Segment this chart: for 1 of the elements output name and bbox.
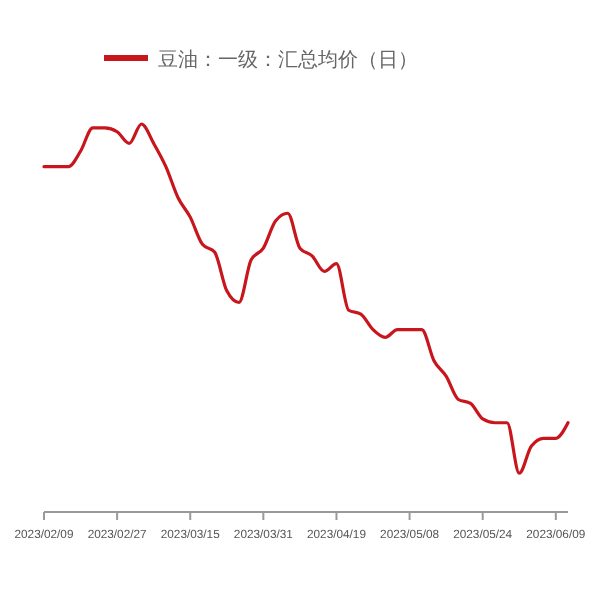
legend-label: 豆油：一级：汇总均价（日）: [158, 48, 418, 72]
